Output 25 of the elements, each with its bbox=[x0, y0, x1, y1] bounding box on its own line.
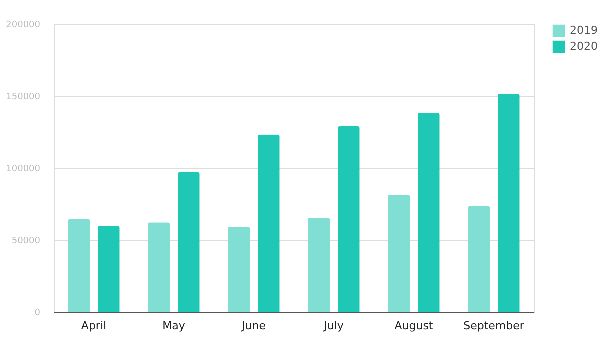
x-tick-label: August bbox=[394, 320, 434, 332]
bar bbox=[388, 194, 410, 312]
legend-label: 2019 bbox=[570, 24, 598, 37]
x-tick-label: July bbox=[323, 320, 344, 332]
y-tick-label: 50000 bbox=[12, 236, 41, 246]
y-tick-label: 100000 bbox=[6, 164, 41, 174]
x-tick-label: September bbox=[464, 320, 525, 332]
bar bbox=[178, 172, 200, 312]
y-tick-label: 0 bbox=[34, 308, 41, 318]
x-tick-label: April bbox=[81, 320, 107, 332]
bar bbox=[258, 134, 280, 312]
x-tick-label: May bbox=[162, 320, 186, 332]
bar bbox=[338, 126, 360, 312]
bar bbox=[68, 219, 90, 312]
y-tick-label: 150000 bbox=[6, 92, 41, 102]
bar bbox=[418, 112, 440, 312]
x-tick-label: June bbox=[241, 320, 266, 332]
bar bbox=[98, 226, 120, 312]
legend-label: 2020 bbox=[570, 40, 598, 53]
bar bbox=[498, 94, 520, 312]
bar bbox=[468, 206, 490, 312]
bar bbox=[228, 226, 250, 312]
y-tick-label: 200000 bbox=[6, 20, 41, 30]
bar bbox=[148, 222, 170, 312]
bar bbox=[308, 218, 330, 312]
